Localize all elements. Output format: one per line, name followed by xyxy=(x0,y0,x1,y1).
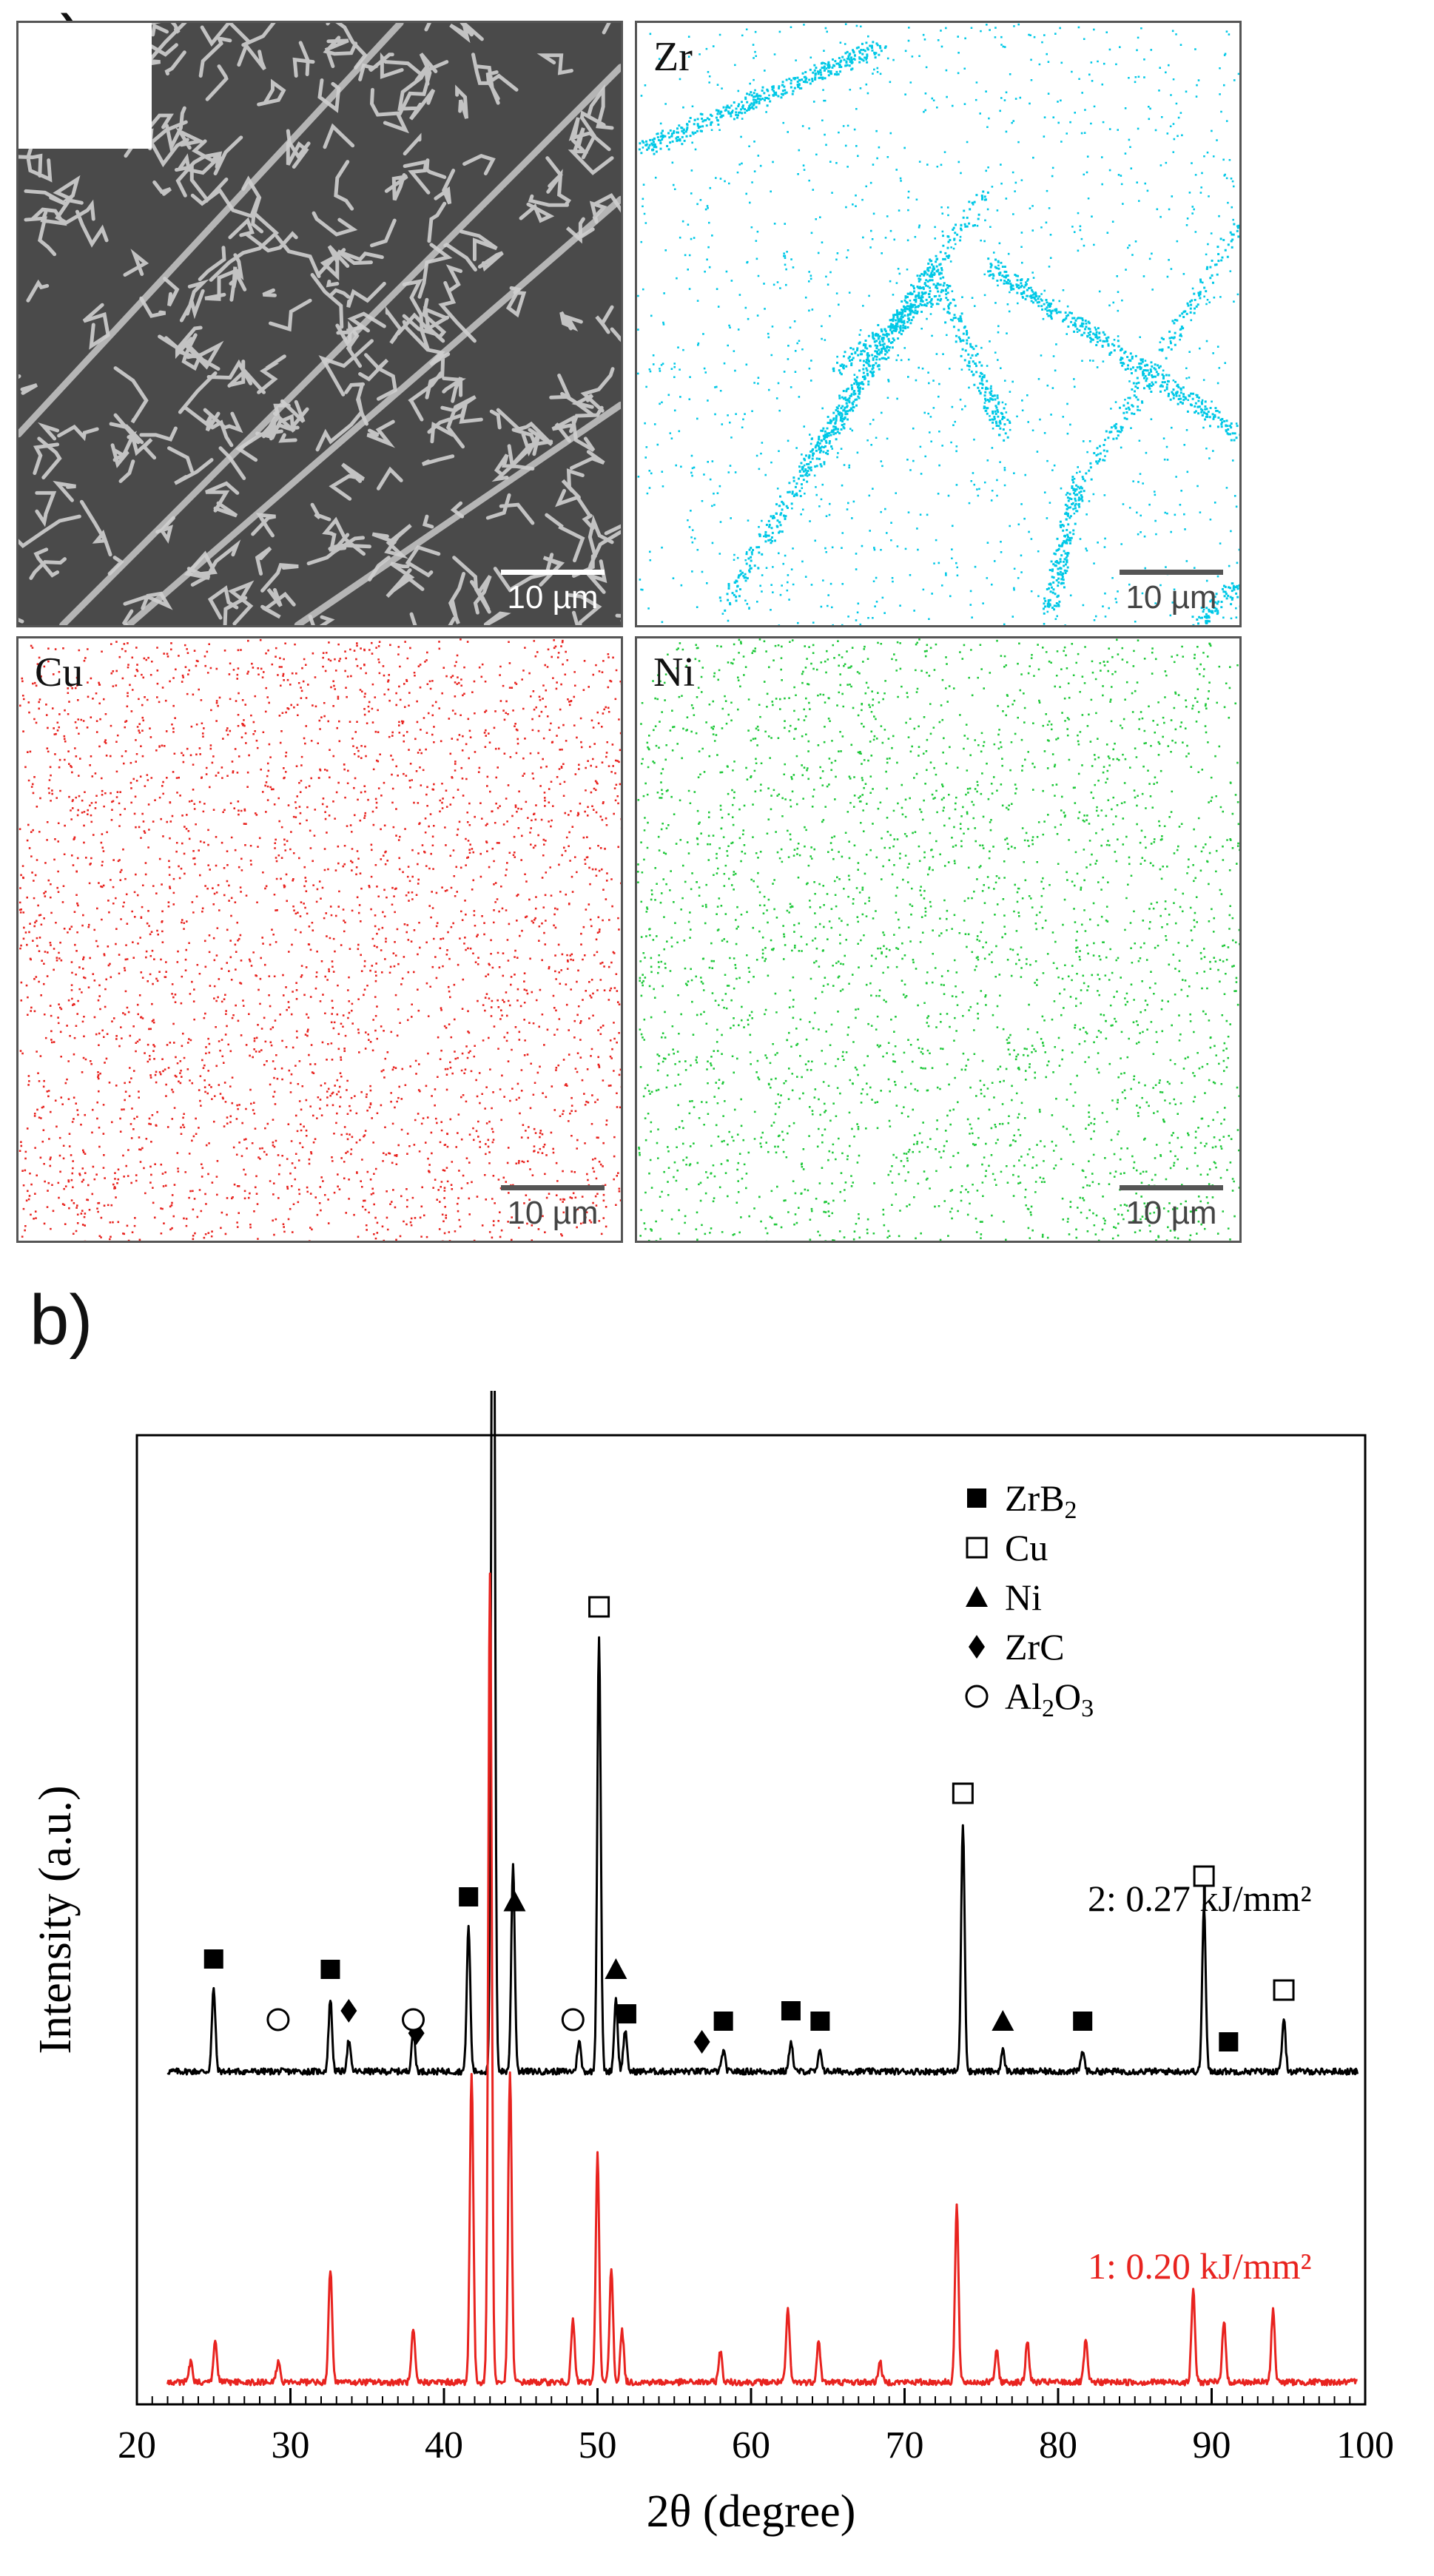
zr-dots xyxy=(637,23,1239,625)
x-tick-label: 40 xyxy=(425,2424,463,2467)
scale-bar-cu: 10 µm xyxy=(501,1185,605,1232)
dot-field xyxy=(637,23,1239,625)
element-label-cu: Cu xyxy=(35,650,84,695)
x-tick-label: 20 xyxy=(118,2424,156,2467)
sem-texture xyxy=(18,23,621,625)
scale-bar-label: 10 µm xyxy=(507,579,599,616)
peak-marker xyxy=(503,1890,526,1912)
scale-bar-zr: 10 µm xyxy=(1120,570,1223,616)
scale-bar-label: 10 µm xyxy=(1125,579,1217,616)
peak-marker xyxy=(408,2021,425,2046)
scale-bar-line xyxy=(1120,570,1223,575)
y-axis-label: Intensity (a.u.) xyxy=(30,1785,81,2054)
peak-marker xyxy=(1273,1979,1295,2001)
legend-label: Ni xyxy=(1005,1577,1042,1618)
peak-marker xyxy=(810,2012,830,2031)
peak-marker xyxy=(1219,2032,1239,2051)
sem-features xyxy=(18,23,621,625)
peak-marker xyxy=(781,2001,801,2020)
peak-marker xyxy=(693,2030,710,2054)
ni-dots xyxy=(637,638,1239,1241)
x-tick-label: 90 xyxy=(1193,2424,1231,2467)
x-axis-label: 2θ (degree) xyxy=(647,2486,856,2537)
x-tick-label: 100 xyxy=(1336,2424,1394,2467)
peak-marker xyxy=(952,1782,974,1804)
legend-label: Al2O3 xyxy=(1005,1676,1094,1722)
peak-marker xyxy=(402,2008,425,2032)
scale-bar-label: 10 µm xyxy=(507,1195,599,1231)
legend-label: ZrC xyxy=(1005,1626,1065,1668)
series-label: 1: 0.20 kJ/mm² xyxy=(1088,2245,1312,2287)
label-backing xyxy=(18,23,152,149)
scale-bar-label: 10 µm xyxy=(1125,1195,1217,1231)
peak-marker xyxy=(340,1999,357,2023)
dot-field xyxy=(637,638,1239,1241)
panel-b-label: b) xyxy=(30,1281,93,1360)
peak-marker xyxy=(713,2012,733,2031)
peak-marker xyxy=(1193,1865,1215,1887)
series-line xyxy=(166,1391,1359,2076)
series-line xyxy=(166,1572,1359,2387)
peak-marker xyxy=(616,2004,636,2024)
x-tick-label: 50 xyxy=(579,2424,617,2467)
legend-marker xyxy=(965,1685,989,1708)
x-tick-label: 80 xyxy=(1039,2424,1077,2467)
legend-marker xyxy=(966,1586,988,1607)
peak-marker xyxy=(561,2008,585,2032)
dot-field xyxy=(18,638,621,1241)
legend-label: ZrB2 xyxy=(1005,1477,1077,1524)
element-label-ni: Ni xyxy=(653,650,695,695)
x-tick-label: 60 xyxy=(732,2424,770,2467)
cu-map: Cu 10 µm xyxy=(16,636,623,1243)
peak-marker xyxy=(1073,2012,1093,2031)
x-tick-label: 70 xyxy=(886,2424,924,2467)
legend-marker xyxy=(967,1488,986,1508)
scale-bar-line xyxy=(501,1185,605,1190)
legend-label: Cu xyxy=(1005,1527,1048,1568)
x-tick-label: 30 xyxy=(272,2424,310,2467)
legend-marker xyxy=(966,1537,988,1559)
zr-map: Zr 10 µm xyxy=(635,21,1242,627)
peak-marker xyxy=(588,1596,610,1618)
cu-dots xyxy=(18,638,621,1241)
sem-micrograph: 10 µm xyxy=(16,21,623,627)
element-label-zr: Zr xyxy=(653,34,693,80)
scale-bar-line xyxy=(1120,1185,1223,1190)
peak-marker xyxy=(992,2010,1014,2031)
peak-marker xyxy=(266,2008,290,2032)
peak-marker xyxy=(459,1887,479,1906)
ni-map: Ni 10 µm xyxy=(635,636,1242,1243)
peak-marker xyxy=(203,1949,223,1969)
peak-marker xyxy=(320,1960,340,1979)
xrd-chart: 20 30 40 50 60 70 80 90 100 2θ (degree) Intensity … xyxy=(30,1391,1394,2537)
scale-bar-line xyxy=(501,570,605,575)
peak-marker xyxy=(605,1958,627,1979)
scale-bar-ni: 10 µm xyxy=(1120,1185,1223,1232)
scale-bar-sem: 10 µm xyxy=(501,570,605,616)
legend-marker xyxy=(969,1635,985,1659)
